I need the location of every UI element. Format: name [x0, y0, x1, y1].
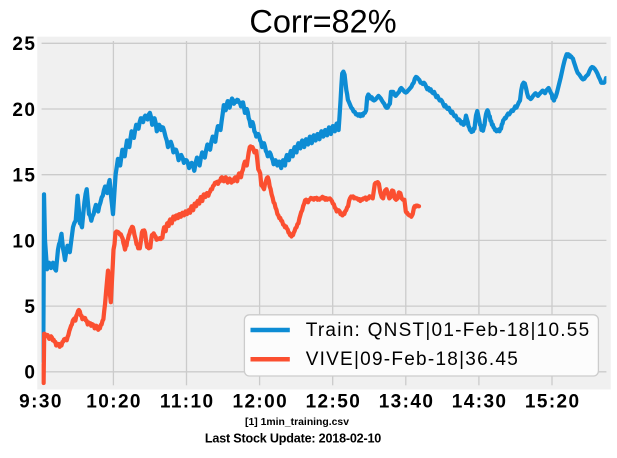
svg-text:10:20: 10:20 — [86, 391, 142, 412]
svg-text:0: 0 — [24, 363, 36, 384]
svg-text:VIVE|09-Feb-18|36.45: VIVE|09-Feb-18|36.45 — [306, 349, 519, 370]
svg-text:10: 10 — [12, 231, 36, 252]
svg-text:15: 15 — [12, 166, 36, 187]
svg-text:Train: QNST|01-Feb-18|10.55: Train: QNST|01-Feb-18|10.55 — [306, 320, 591, 341]
svg-text:9:30: 9:30 — [19, 391, 63, 412]
svg-text:5: 5 — [24, 297, 36, 318]
svg-text:15:20: 15:20 — [525, 391, 581, 412]
svg-text:25: 25 — [12, 34, 36, 55]
svg-text:Last Stock Update: 2018-02-10: Last Stock Update: 2018-02-10 — [205, 432, 381, 446]
svg-text:20: 20 — [12, 100, 36, 121]
svg-text:11:10: 11:10 — [160, 391, 215, 412]
svg-text:14:30: 14:30 — [452, 391, 508, 412]
svg-text:12:50: 12:50 — [306, 391, 362, 412]
svg-text:13:40: 13:40 — [379, 391, 435, 412]
svg-text:12:00: 12:00 — [232, 391, 288, 412]
svg-text:[1] 1min_training.csv: [1] 1min_training.csv — [245, 417, 349, 428]
svg-text:Corr=82%: Corr=82% — [249, 3, 396, 39]
